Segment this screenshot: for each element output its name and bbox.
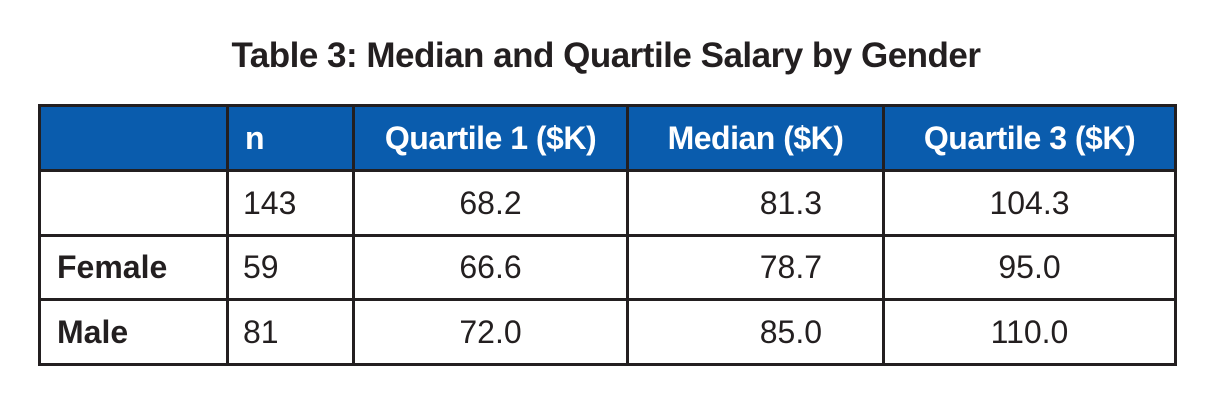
quartile3-cell: 110.0: [882, 298, 1177, 366]
n-cell: 59: [226, 233, 355, 302]
table-row-male: Male 81 72.0 85.0 110.0: [38, 298, 1177, 366]
quartile1-cell: 66.6: [352, 233, 629, 302]
row-label-cell: Male: [38, 298, 229, 366]
n-cell: 81: [226, 298, 355, 366]
quartile3-cell: 95.0: [882, 233, 1177, 302]
n-cell: 143: [226, 169, 355, 237]
table-title: Table 3: Median and Quartile Salary by G…: [231, 36, 981, 75]
header-cell-median: Median ($K): [626, 104, 885, 172]
header-row: n Quartile 1 ($K) Median ($K) Quartile 3…: [38, 104, 1177, 172]
quartile1-cell: 72.0: [352, 298, 629, 366]
median-cell: 78.7: [626, 233, 885, 302]
quartile3-cell: 104.3: [882, 169, 1177, 237]
median-cell: 85.0: [626, 298, 885, 366]
row-label-cell: Female: [38, 233, 229, 302]
table-row-female: Female 59 66.6 78.7 95.0: [38, 233, 1177, 302]
median-cell: 81.3: [626, 169, 885, 237]
row-label-cell: [38, 169, 229, 237]
table-row-all: 143 68.2 81.3 104.3: [38, 169, 1177, 237]
header-cell-quartile1: Quartile 1 ($K): [352, 104, 629, 172]
salary-table: n Quartile 1 ($K) Median ($K) Quartile 3…: [38, 104, 1177, 366]
header-cell-blank: [38, 104, 229, 172]
quartile1-cell: 68.2: [352, 169, 629, 237]
header-cell-quartile3: Quartile 3 ($K): [882, 104, 1177, 172]
header-cell-n: n: [226, 104, 355, 172]
